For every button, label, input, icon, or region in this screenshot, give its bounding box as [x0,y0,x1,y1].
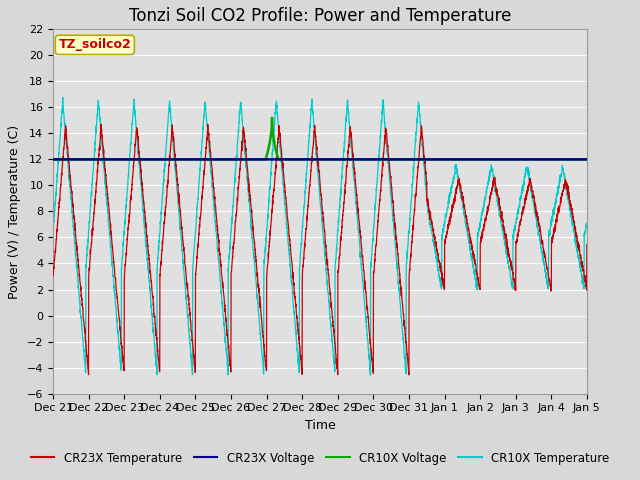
Legend: CR23X Temperature, CR23X Voltage, CR10X Voltage, CR10X Temperature: CR23X Temperature, CR23X Voltage, CR10X … [26,447,614,469]
Y-axis label: Power (V) / Temperature (C): Power (V) / Temperature (C) [8,124,21,299]
X-axis label: Time: Time [305,419,335,432]
Text: TZ_soilco2: TZ_soilco2 [58,38,131,51]
Title: Tonzi Soil CO2 Profile: Power and Temperature: Tonzi Soil CO2 Profile: Power and Temper… [129,7,511,25]
